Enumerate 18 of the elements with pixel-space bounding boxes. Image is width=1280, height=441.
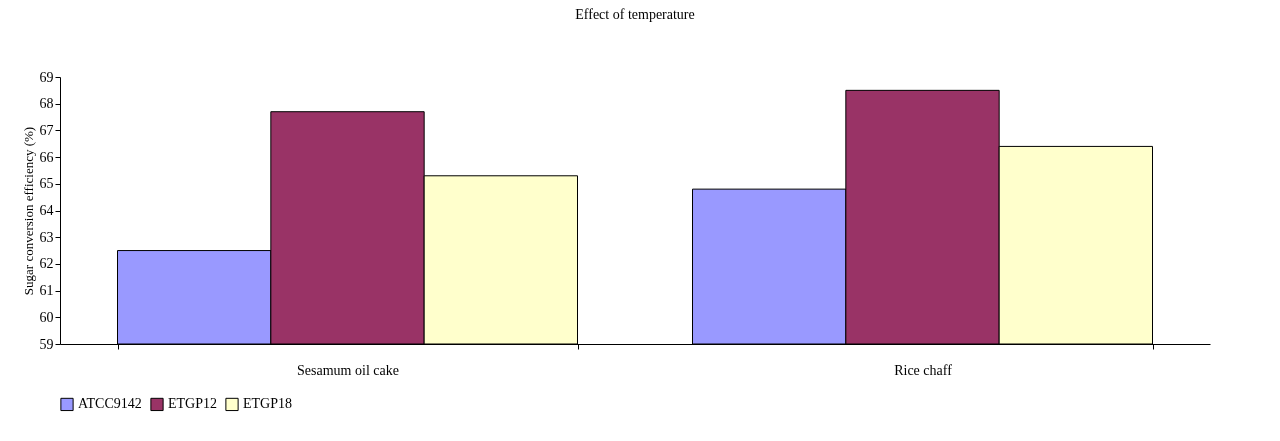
- y-axis-title: Sugar conversion efficiency (%): [20, 126, 36, 296]
- chart-title: Effect of temperature: [575, 7, 695, 22]
- y-tick-label: 64: [39, 203, 54, 218]
- y-tick-label: 61: [39, 283, 54, 299]
- x-tick-label: Rice chaff: [894, 362, 953, 378]
- y-tick-label: 59: [39, 336, 54, 352]
- y-tick-label: 63: [39, 229, 54, 245]
- legend-label: ETGP12: [168, 396, 217, 412]
- y-tick-label: 68: [39, 96, 54, 112]
- y-tick-label: 67: [39, 122, 54, 138]
- x-tick-label: Sesamum oil cake: [297, 362, 399, 378]
- y-tick-label: 66: [39, 149, 54, 165]
- legend-label: ETGP18: [243, 396, 292, 412]
- y-tick-label: 69: [39, 69, 54, 85]
- y-tick-label: 62: [39, 256, 54, 272]
- y-tick-label: 60: [39, 309, 54, 325]
- legend-label: ATCC9142: [78, 396, 142, 412]
- y-tick-label: 65: [39, 176, 54, 192]
